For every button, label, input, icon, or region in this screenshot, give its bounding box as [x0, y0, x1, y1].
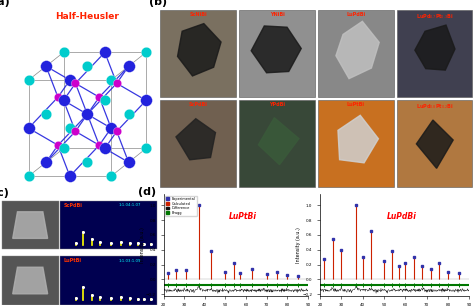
Polygon shape	[13, 267, 47, 294]
FancyBboxPatch shape	[1, 201, 59, 249]
Text: ScPdBi: ScPdBi	[189, 102, 208, 107]
FancyBboxPatch shape	[160, 100, 236, 187]
FancyBboxPatch shape	[1, 256, 59, 305]
Text: LuPtBi: LuPtBi	[229, 213, 257, 221]
Text: ScNiBi: ScNiBi	[190, 12, 207, 17]
Text: (c): (c)	[0, 188, 9, 198]
Text: YNiBi: YNiBi	[270, 12, 284, 17]
Y-axis label: Intensity (a.u.): Intensity (a.u.)	[139, 227, 145, 263]
Polygon shape	[338, 115, 378, 163]
Polygon shape	[178, 24, 221, 76]
Polygon shape	[13, 212, 47, 238]
FancyBboxPatch shape	[318, 10, 393, 97]
Polygon shape	[176, 119, 216, 160]
FancyBboxPatch shape	[239, 100, 315, 187]
FancyBboxPatch shape	[397, 10, 473, 97]
Text: LuPd$_{0.8}$Pt$_{0.2}$Bi: LuPd$_{0.8}$Pt$_{0.2}$Bi	[416, 102, 453, 111]
Text: ScPdBi: ScPdBi	[64, 203, 82, 208]
Polygon shape	[336, 21, 379, 79]
Text: 1:1.03:1.09: 1:1.03:1.09	[119, 259, 141, 263]
FancyBboxPatch shape	[160, 10, 236, 97]
Text: LuPdBi: LuPdBi	[346, 12, 365, 17]
Polygon shape	[415, 25, 455, 70]
Text: LuPdBi: LuPdBi	[387, 213, 417, 221]
FancyBboxPatch shape	[318, 100, 393, 187]
Text: Half-Heusler: Half-Heusler	[55, 12, 119, 21]
FancyBboxPatch shape	[239, 10, 315, 97]
Text: (b): (b)	[149, 0, 167, 7]
Polygon shape	[251, 26, 301, 73]
Text: LuPd$_{0.7}$Pt$_{0.3}$Bi: LuPd$_{0.7}$Pt$_{0.3}$Bi	[416, 12, 453, 21]
FancyBboxPatch shape	[60, 256, 157, 305]
Text: 1:1.04:1.07: 1:1.04:1.07	[119, 203, 141, 207]
Text: (a): (a)	[0, 0, 10, 7]
Text: YPdBi: YPdBi	[269, 102, 285, 107]
FancyBboxPatch shape	[60, 201, 157, 249]
FancyBboxPatch shape	[397, 100, 473, 187]
Legend: Experimental, Calculated, Difference, Bragg: Experimental, Calculated, Difference, Br…	[165, 196, 197, 216]
Polygon shape	[258, 118, 299, 165]
Text: LuPtBi: LuPtBi	[64, 258, 82, 263]
Polygon shape	[416, 120, 453, 168]
Y-axis label: Intensity (a.u.): Intensity (a.u.)	[296, 227, 301, 263]
Text: (d): (d)	[137, 187, 155, 197]
Text: LuPtBi: LuPtBi	[347, 102, 365, 107]
